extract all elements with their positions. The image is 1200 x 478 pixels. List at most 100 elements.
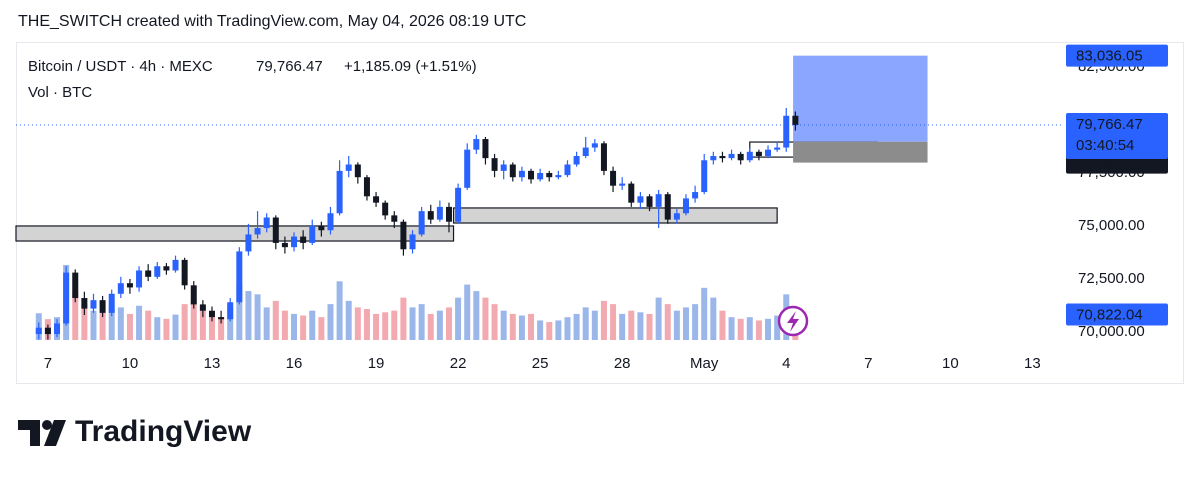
candle-body xyxy=(555,175,562,178)
volume-bar xyxy=(291,313,298,340)
y-tick-label: 75,000.00 xyxy=(1078,217,1145,234)
volume-bar xyxy=(673,310,680,340)
x-tick-label: May xyxy=(690,355,719,372)
candle-body xyxy=(281,242,288,248)
volume-bar xyxy=(391,310,398,340)
candle-body xyxy=(418,211,425,235)
volume-bar xyxy=(619,313,626,340)
candle-body xyxy=(154,266,161,277)
volume-bar xyxy=(728,317,735,340)
candle-body xyxy=(710,156,717,161)
candle-body xyxy=(582,147,589,157)
candle-body xyxy=(409,234,416,250)
volume-bar xyxy=(482,297,489,340)
candle-body xyxy=(208,310,215,318)
volume-bar xyxy=(81,304,88,340)
volume-bar xyxy=(537,320,544,340)
x-tick-label: 25 xyxy=(532,355,549,372)
candle-body xyxy=(482,139,489,159)
volume-bar xyxy=(145,310,152,340)
volume-bar xyxy=(646,313,653,340)
volume-bar xyxy=(72,291,79,340)
candle-body xyxy=(63,272,70,324)
candle-body xyxy=(692,192,699,199)
y-tick-label: 72,500.00 xyxy=(1078,270,1145,287)
volume-bar xyxy=(692,304,699,340)
volume-bar xyxy=(263,307,270,340)
volume-bar xyxy=(327,304,334,340)
candle-body xyxy=(491,158,498,171)
candle-body xyxy=(682,198,689,214)
candle-body xyxy=(373,196,380,203)
header-text: THE_SWITCH created with TradingView.com,… xyxy=(18,13,526,30)
volume-bar xyxy=(427,313,434,340)
candle-body xyxy=(163,266,170,271)
volume-bar xyxy=(655,297,662,340)
candle-body xyxy=(363,177,370,197)
volume-bar xyxy=(701,287,708,340)
volume-bar xyxy=(254,294,261,340)
volume-bar xyxy=(710,297,717,340)
volume-bar xyxy=(409,307,416,340)
candle-body xyxy=(646,196,653,207)
candle-body xyxy=(345,164,352,171)
volume-bar xyxy=(236,284,243,340)
volume-bar xyxy=(382,312,389,340)
volume-bar xyxy=(491,304,498,340)
lightning-icon xyxy=(777,305,809,337)
volume-bar xyxy=(136,305,143,340)
candle-body xyxy=(628,183,635,203)
candle-body xyxy=(327,213,334,231)
volume-bar xyxy=(445,307,452,340)
volume-bar xyxy=(719,310,726,340)
last-price-label: 79,766.47 xyxy=(1076,116,1143,133)
volume-bar xyxy=(199,310,206,340)
candle-body xyxy=(300,236,307,243)
candle-body xyxy=(336,170,343,214)
price-badge-label: 70,822.04 xyxy=(1076,306,1143,323)
volume-bar xyxy=(528,313,535,340)
candle-body xyxy=(664,194,671,220)
last-price-badge xyxy=(1066,112,1168,159)
volume-bar xyxy=(108,309,115,340)
candle-body xyxy=(81,298,88,309)
x-tick-label: 13 xyxy=(204,355,221,372)
candle-body xyxy=(783,115,790,148)
volume-bar xyxy=(245,291,252,340)
volume-bar xyxy=(509,313,516,340)
symbol-title: Bitcoin / USDT · 4h · MEXC xyxy=(28,58,213,75)
volume-bar xyxy=(300,315,307,340)
candle-body xyxy=(673,213,680,220)
candle-body xyxy=(792,115,799,125)
volume-bar xyxy=(564,317,571,340)
candle-body xyxy=(218,317,225,320)
candle-body xyxy=(44,327,51,335)
volume-bar xyxy=(582,307,589,340)
volume-bar xyxy=(272,300,279,340)
volume-bar xyxy=(181,304,188,340)
x-tick-label: 28 xyxy=(614,355,631,372)
volume-bar xyxy=(737,318,744,340)
volume-bar xyxy=(518,315,525,340)
volume-label: Vol · BTC xyxy=(28,84,92,101)
volume-bar xyxy=(664,304,671,340)
candle-body xyxy=(637,196,644,203)
position-stop-zone xyxy=(793,141,928,163)
candle-body xyxy=(427,211,434,220)
volume-bar xyxy=(99,312,106,340)
candle-body xyxy=(564,164,571,176)
candle-body xyxy=(500,164,507,171)
candle-body xyxy=(701,160,708,193)
price-badge xyxy=(1066,44,1168,67)
candle-body xyxy=(117,283,124,294)
candle-body xyxy=(546,172,553,178)
candle-body xyxy=(291,236,298,248)
volume-bar xyxy=(172,314,179,340)
volume-bar xyxy=(354,307,361,340)
brand-logo xyxy=(18,420,66,446)
candle-body xyxy=(765,149,772,157)
candle-body xyxy=(737,153,744,161)
candle-body xyxy=(190,285,197,305)
